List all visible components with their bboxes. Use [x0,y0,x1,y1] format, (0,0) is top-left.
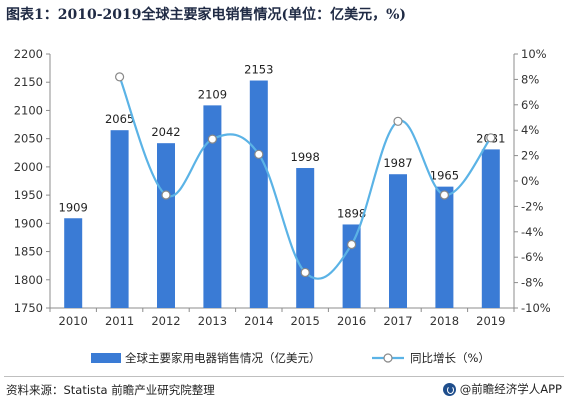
x-tick-label: 2016 [337,314,366,328]
y2-tick-label: -6% [521,250,543,264]
bar-data-label: 2109 [198,87,227,101]
x-tick-label: 2013 [198,314,227,328]
x-tick-label: 2017 [383,314,412,328]
brand-label: @前瞻经济学人APP [459,382,562,396]
y2-tick-label: 8% [521,72,539,86]
growth-point [486,133,496,143]
growth-point [161,190,171,200]
bar [203,105,222,308]
bar [435,186,454,308]
bar-data-label: 2042 [151,125,180,139]
chart-title: 图表1：2010-2019全球主要家电销售情况(单位：亿美元，%) [6,7,407,23]
y-tick-label: 2100 [14,103,43,117]
growth-point [393,116,403,126]
bar [157,143,175,308]
y2-tick-label: 4% [521,123,539,137]
x-tick-label: 2015 [291,314,320,328]
growth-point [207,134,217,144]
bar-data-label: 2065 [105,112,134,126]
x-tick-label: 2010 [59,314,88,328]
bar [110,130,129,308]
y2-tick-label: 2% [521,149,539,163]
x-tick-label: 2012 [151,314,180,328]
brand: @前瞻经济学人APP [442,381,562,397]
footer: 资料来源：Statista 前瞻产业研究院整理 @前瞻经济学人APP [0,376,568,406]
x-tick-label: 2014 [244,314,273,328]
bar [296,168,315,308]
growth-point [347,239,357,250]
bar-data-label: 1987 [383,156,412,170]
y-tick-label: 2050 [14,132,43,146]
y2-tick-label: -4% [521,225,543,239]
growth-point [439,190,449,200]
bar-data-label: 2153 [244,63,273,77]
y2-tick-label: -10% [521,301,551,315]
legend-bar-swatch [91,353,121,363]
y-tick-label: 2200 [14,47,43,61]
y-tick-label: 1800 [14,273,43,287]
bar-data-label: 1998 [291,150,320,164]
bar [389,174,407,308]
legend-line-marker [383,353,393,363]
growth-point [300,267,310,278]
footer-divider [4,376,564,377]
y2-tick-label: 0% [521,174,539,188]
bar [64,218,83,308]
bar-data-label: 1965 [430,169,459,183]
brand-logo-icon [442,382,456,396]
bar [481,149,500,308]
growth-point [114,72,125,82]
y-tick-label: 1950 [14,188,43,202]
legend-bar-label: 全球主要家用电器销售情况（亿美元） [125,351,321,365]
legend-line-label: 同比增长（%） [410,351,490,365]
y-tick-label: 1900 [14,216,43,230]
y2-tick-label: 6% [521,98,539,112]
source-note: 资料来源：Statista 前瞻产业研究院整理 [6,383,215,397]
y-tick-label: 1750 [14,301,43,315]
y-tick-label: 2150 [14,75,43,89]
bar-data-label: 1909 [59,200,88,214]
y2-tick-label: -8% [521,276,543,290]
y2-tick-label: 10% [521,47,547,61]
y2-tick-label: -2% [521,199,543,213]
x-tick-label: 2011 [105,314,134,328]
x-tick-label: 2019 [476,314,505,328]
bar [249,80,268,308]
bar-data-label: 1898 [337,206,366,220]
y-tick-label: 2000 [14,160,43,174]
y-tick-label: 1850 [14,245,43,259]
x-tick-label: 2018 [430,314,459,328]
bar [342,224,361,308]
chart-svg: 1750 1800 1850 1900 1950 2000 2050 2100 2150 2200… [14,47,551,365]
growth-point [254,149,264,159]
